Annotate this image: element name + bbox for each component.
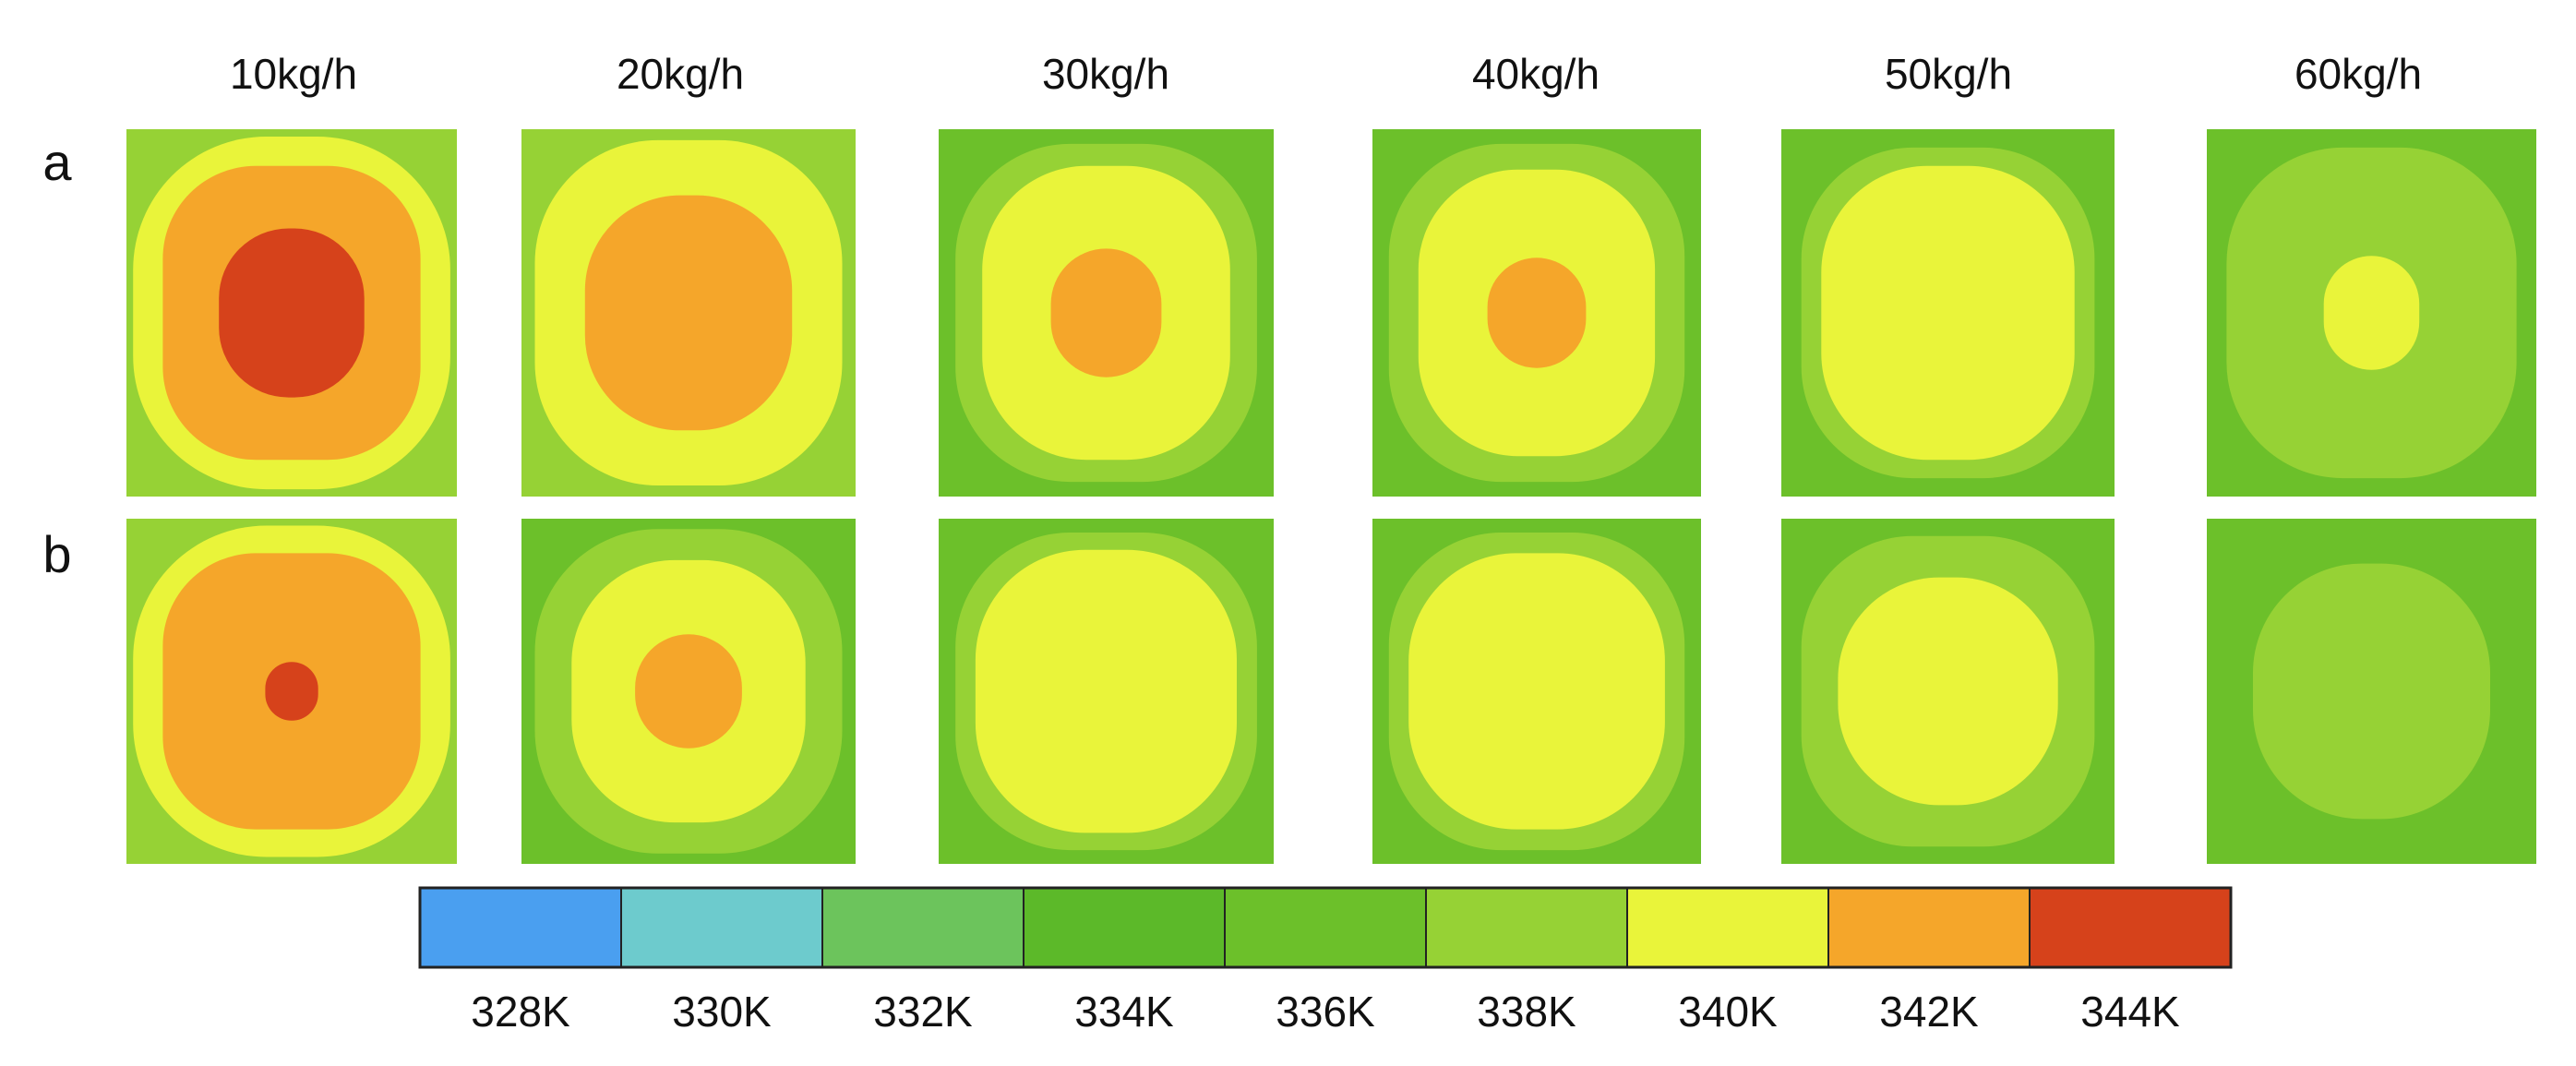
colorbar-swatch-328K — [419, 887, 622, 968]
colorbar-tick-label: 344K — [2080, 988, 2180, 1036]
contour-region-340K — [1838, 577, 2058, 806]
column-label: 60kg/h — [2294, 50, 2422, 98]
colorbar-swatch-334K — [1023, 887, 1226, 968]
colorbar-tick-label: 332K — [873, 988, 973, 1036]
contour-region-344K — [219, 228, 365, 398]
contour-panel-b-2 — [521, 519, 856, 864]
contour-panel-b-1 — [126, 519, 457, 864]
contour-panel-a-3 — [939, 129, 1274, 497]
contour-panel-b-4 — [1372, 519, 1701, 864]
colorbar-tick-label: 336K — [1276, 988, 1375, 1036]
contour-region-340K — [2323, 256, 2420, 370]
contour-panel-b-6 — [2207, 519, 2536, 864]
contour-panel-a-5 — [1781, 129, 2115, 497]
row-label-a: a — [42, 133, 72, 191]
contour-panel-a-2 — [521, 129, 856, 497]
colorbar-tick-label: 340K — [1678, 988, 1778, 1036]
contour-panel-a-6 — [2207, 129, 2536, 497]
colorbar: 328K 330K 332K 334K 336K 338K 340K 342K 344K — [418, 886, 2233, 1036]
colorbar-swatch-336K — [1224, 887, 1427, 968]
column-label: 40kg/h — [1472, 50, 1600, 98]
row-labels: a b — [42, 133, 72, 583]
column-labels: 10kg/h 20kg/h 30kg/h 40kg/h 50kg/h 60kg/… — [230, 50, 2422, 98]
column-label: 10kg/h — [230, 50, 357, 98]
colorbar-swatch-340K — [1626, 887, 1829, 968]
contour-panel-b-3 — [939, 519, 1274, 864]
column-label: 30kg/h — [1042, 50, 1169, 98]
column-label: 20kg/h — [617, 50, 744, 98]
colorbar-tick-label: 334K — [1074, 988, 1174, 1036]
colorbar-frame — [418, 886, 2233, 969]
colorbar-tick-label: 338K — [1477, 988, 1576, 1036]
colorbar-tick-label: 328K — [471, 988, 570, 1036]
contour-panels — [126, 129, 2536, 864]
contour-region-342K — [584, 195, 793, 431]
colorbar-swatch-330K — [620, 887, 823, 968]
contour-region-340K — [1821, 165, 2075, 461]
colorbar-tick-label: 342K — [1879, 988, 1979, 1036]
contour-region-338K — [2253, 563, 2490, 820]
contour-region-342K — [1050, 248, 1162, 377]
contour-region-340K — [1408, 553, 1665, 830]
contour-panel-a-1 — [126, 129, 457, 497]
contour-region-342K — [1487, 258, 1587, 368]
contour-region-340K — [975, 549, 1237, 833]
contour-panel-b-5 — [1781, 519, 2115, 864]
contour-region-342K — [635, 634, 742, 749]
colorbar-swatch-342K — [1827, 887, 2031, 968]
row-label-b: b — [42, 525, 71, 583]
contour-region-344K — [265, 662, 318, 721]
contour-panel-a-4 — [1372, 129, 1701, 497]
colorbar-swatch-344K — [2029, 887, 2232, 968]
colorbar-swatch-332K — [821, 887, 1024, 968]
colorbar-swatch-338K — [1425, 887, 1628, 968]
column-label: 50kg/h — [1885, 50, 2012, 98]
colorbar-tick-label: 330K — [672, 988, 772, 1036]
